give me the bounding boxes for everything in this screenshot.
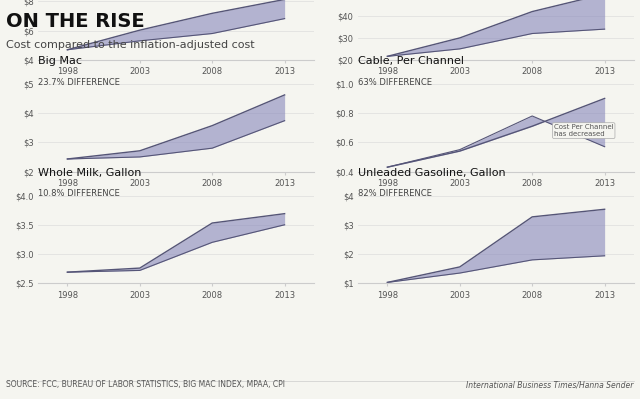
Text: 63% DIFFERENCE: 63% DIFFERENCE <box>358 78 433 87</box>
Text: SOURCE: FCC, BUREAU OF LABOR STATISTICS, BIG MAC INDEX, MPAA, CPI: SOURCE: FCC, BUREAU OF LABOR STATISTICS,… <box>6 380 285 389</box>
Text: 10.8% DIFFERENCE: 10.8% DIFFERENCE <box>38 190 120 198</box>
Text: ON THE RISE: ON THE RISE <box>6 12 145 31</box>
Text: Whole Milk, Gallon: Whole Milk, Gallon <box>38 168 142 178</box>
Text: Cost compared to the inflation-adjusted cost: Cost compared to the inflation-adjusted … <box>6 40 255 50</box>
Text: International Business Times/Hanna Sender: International Business Times/Hanna Sende… <box>466 380 634 389</box>
Text: Cost Per Channel
has decreased: Cost Per Channel has decreased <box>554 124 614 137</box>
Text: Big Mac: Big Mac <box>38 56 83 66</box>
Text: Unleaded Gasoline, Gallon: Unleaded Gasoline, Gallon <box>358 168 506 178</box>
Text: 82% DIFFERENCE: 82% DIFFERENCE <box>358 190 432 198</box>
Text: Cable, Per Channel: Cable, Per Channel <box>358 56 465 66</box>
Text: 23.7% DIFFERENCE: 23.7% DIFFERENCE <box>38 78 120 87</box>
